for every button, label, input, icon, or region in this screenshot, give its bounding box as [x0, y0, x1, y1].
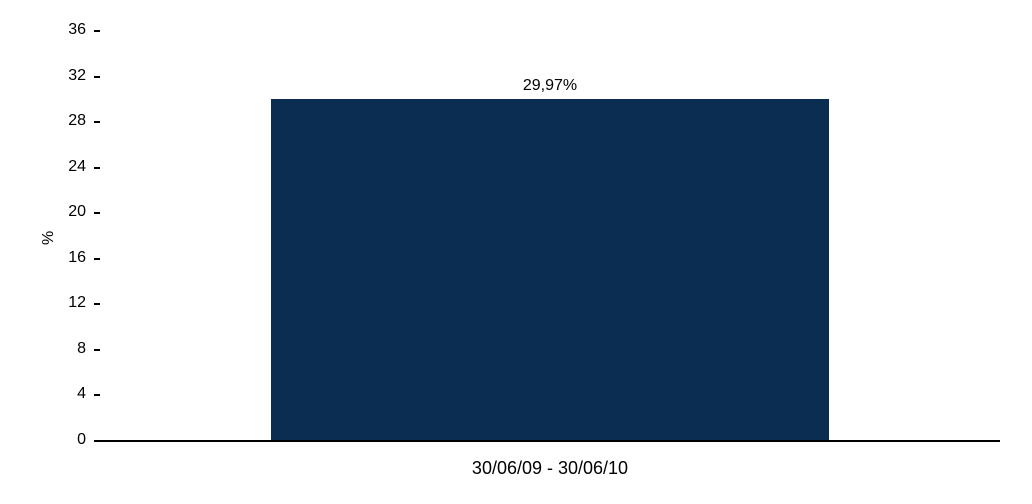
bar-value-label: 29,97%: [523, 77, 577, 95]
y-axis-label: %: [40, 231, 58, 245]
bar: [271, 99, 829, 440]
y-tick-mark: [94, 349, 100, 351]
y-tick-mark: [94, 212, 100, 214]
y-tick-label: 36: [0, 21, 86, 39]
y-tick-mark: [94, 303, 100, 305]
y-tick-label: 32: [0, 67, 86, 85]
y-tick-label: 20: [0, 203, 86, 221]
bar-chart: 0 4 8 12 16 20 24 28 32 36 % 29,97% 30/06/09 - 30…: [0, 0, 1032, 504]
y-tick-mark: [94, 76, 100, 78]
y-tick-mark: [94, 167, 100, 169]
y-tick-mark: [94, 30, 100, 32]
y-tick-label: 12: [0, 294, 86, 312]
y-tick-label: 8: [0, 340, 86, 358]
y-tick-label: 0: [0, 431, 86, 449]
y-tick-mark: [94, 394, 100, 396]
y-tick-label: 24: [0, 158, 86, 176]
y-tick-mark: [94, 440, 100, 442]
y-tick-label: 28: [0, 112, 86, 130]
y-tick-label: 16: [0, 249, 86, 267]
y-tick-mark: [94, 258, 100, 260]
y-tick-mark: [94, 121, 100, 123]
y-tick-label: 4: [0, 385, 86, 403]
x-category-label: 30/06/09 - 30/06/10: [472, 458, 628, 479]
